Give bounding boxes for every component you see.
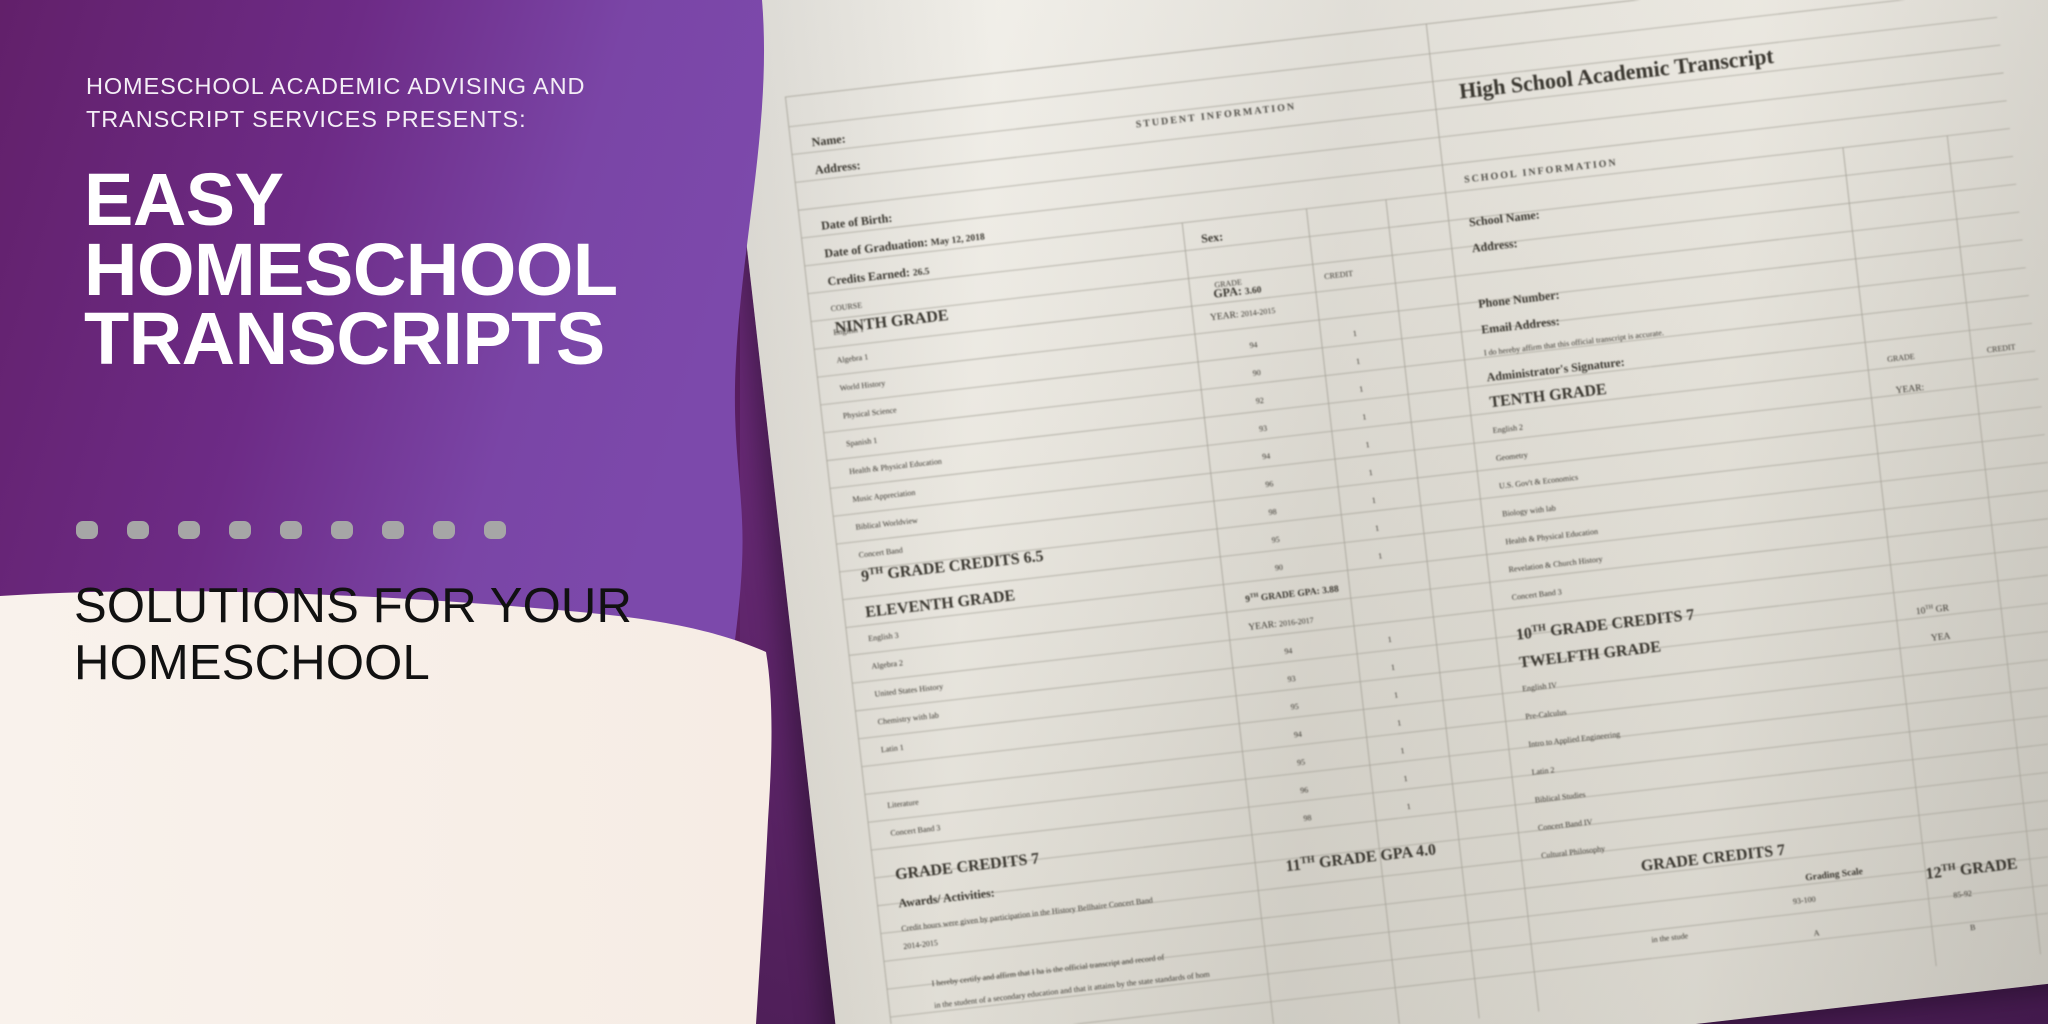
doc-field-gpa: GPA: 3.60	[1213, 281, 1263, 300]
doc-credit: 1	[1356, 357, 1361, 366]
doc-grade: 90	[1274, 563, 1283, 573]
doc-credit: 1	[1359, 384, 1364, 393]
doc-credit: 1	[1365, 440, 1370, 449]
doc-field-sex: Sex:	[1200, 229, 1223, 245]
divider-dot	[127, 521, 149, 539]
doc-grade: 96	[1300, 785, 1309, 795]
doc-credit: 1	[1400, 746, 1405, 755]
doc-course: English 3	[868, 631, 899, 643]
doc-grade: 96	[1265, 479, 1274, 489]
doc-credit: 1	[1394, 691, 1399, 700]
doc-grade: 95	[1297, 757, 1306, 767]
doc-credit: 1	[1403, 774, 1408, 783]
doc-col-credit-10: CREDIT	[1986, 342, 2016, 354]
doc-credit: 1	[1378, 551, 1383, 560]
divider-dot	[229, 521, 251, 539]
doc-scale-range: 93-100	[1792, 895, 1816, 907]
subheading: SOLUTIONS FOR YOUR HOMESCHOOL	[74, 578, 694, 693]
doc-grade: 98	[1268, 507, 1277, 517]
doc-course: Latin 2	[1531, 765, 1555, 777]
eyebrow-text: HOMESCHOOL ACADEMIC ADVISING AND TRANSCR…	[86, 70, 626, 137]
doc-grade: 94	[1262, 451, 1271, 461]
divider-dot	[433, 521, 455, 539]
doc-grade: 94	[1249, 340, 1258, 350]
doc-credit: 1	[1390, 663, 1395, 672]
divider-dot	[382, 521, 404, 539]
doc-course: Latin 1	[880, 743, 904, 755]
doc-year-12: YEA	[1931, 632, 1952, 644]
doc-grade: 92	[1255, 396, 1264, 406]
doc-grade: 98	[1303, 813, 1312, 823]
doc-col-credit-9: CREDIT	[1324, 269, 1354, 281]
doc-course: Spanish 1	[846, 436, 878, 448]
divider-dot	[280, 521, 302, 539]
doc-grade: 94	[1293, 730, 1302, 740]
divider-dot	[484, 521, 506, 539]
doc-scale-letter: B	[1970, 923, 1976, 933]
divider-dot	[178, 521, 200, 539]
doc-course: English 2	[1492, 423, 1523, 435]
divider-dot	[331, 521, 353, 539]
doc-credit: 1	[1362, 412, 1367, 421]
doc-field-schooladdress: Address:	[1471, 236, 1518, 255]
doc-credit: 1	[1368, 468, 1373, 477]
doc-col-grade-9: GRADE	[1214, 278, 1243, 290]
headline-line-1: EASY	[84, 158, 284, 241]
doc-field-address: Address:	[814, 158, 861, 177]
headline: EASY HOMESCHOOL TRANSCRIPTS	[84, 158, 724, 381]
doc-footer-line3: in the stude	[1651, 931, 1689, 944]
doc-course: Algebra 2	[871, 658, 904, 671]
doc-scale-letter: A	[1813, 928, 1820, 938]
headline-line-3: TRANSCRIPTS	[84, 297, 605, 381]
doc-grade: 95	[1290, 702, 1299, 712]
cream-panel: SOLUTIONS FOR YOUR HOMESCHOOL	[0, 0, 790, 1024]
subheading-line-2: HOMESCHOOL	[74, 636, 430, 691]
divider-dot	[76, 521, 98, 539]
eyebrow-line-1: HOMESCHOOL ACADEMIC ADVISING AND	[86, 73, 586, 99]
doc-course: English IV	[1522, 680, 1558, 693]
doc-grade: 90	[1252, 368, 1261, 378]
dot-divider	[76, 521, 506, 539]
doc-scale-range: 85-92	[1953, 889, 1973, 900]
headline-line-2: HOMESCHOOL	[84, 227, 618, 311]
doc-credit: 1	[1352, 329, 1357, 338]
doc-col-grade-10: GRADE	[1887, 352, 1916, 364]
doc-grade: 93	[1259, 424, 1268, 434]
doc-credit: 1	[1387, 635, 1392, 644]
doc-field-name: Name:	[811, 131, 846, 149]
doc-credit: 1	[1397, 718, 1402, 727]
doc-credit: 1	[1406, 802, 1411, 811]
subheading-line-1: SOLUTIONS FOR YOUR	[74, 579, 633, 633]
doc-credit: 1	[1371, 496, 1376, 505]
doc-course: English 1	[833, 325, 864, 337]
doc-col-course-9: COURSE	[830, 301, 862, 314]
doc-grade: 95	[1271, 535, 1280, 545]
doc-course: Algebra 1	[836, 352, 869, 365]
doc-awards-year: 2014-2015	[903, 938, 938, 951]
doc-course: Geometry	[1495, 450, 1528, 463]
doc-credits-10b: 10TH GR	[1915, 603, 1950, 618]
doc-grade: 94	[1284, 646, 1293, 656]
doc-course: Literature	[887, 797, 920, 810]
eyebrow-line-2: TRANSCRIPT SERVICES PRESENTS:	[86, 106, 527, 133]
purple-panel: HOMESCHOOL ACADEMIC ADVISING AND TRANSCR…	[0, 0, 820, 700]
doc-credit: 1	[1375, 524, 1380, 533]
doc-year-10: YEAR:	[1895, 383, 1924, 396]
doc-grade: 93	[1287, 674, 1296, 684]
